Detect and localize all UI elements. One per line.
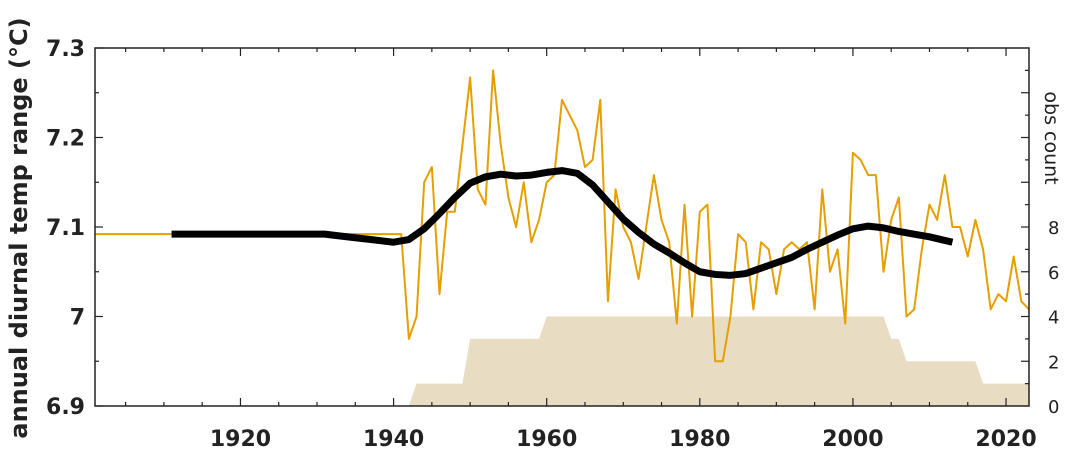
annual-series-layer [95, 69, 1030, 363]
y2-tick-label: 2 [1048, 352, 1059, 373]
ticks-layer [95, 47, 1029, 407]
smooth-series-layer [171, 167, 954, 279]
y-tick-label: 7 [70, 306, 85, 331]
y2-tick-label: 8 [1048, 218, 1059, 239]
y2-tick-label: 0 [1048, 397, 1059, 418]
y-tick-label: 7.2 [46, 127, 85, 152]
y2-tick-label: 6 [1048, 263, 1059, 284]
x-tick-label: 1920 [210, 427, 271, 452]
tick-labels-layer: 1920 1940 1960 1980 2000 2020 6.9 7 7.1 7.2 7.3 0 2 4… [46, 37, 1059, 452]
x-tick-label: 2000 [822, 427, 883, 452]
x-tick-label: 1940 [363, 427, 424, 452]
y2-axis-label: obs count [1040, 91, 1062, 184]
x-tick-label: 1980 [669, 427, 730, 452]
annual-series-line [95, 69, 1030, 363]
y-tick-label: 6.9 [46, 395, 85, 420]
y2-tick-label: 4 [1048, 308, 1059, 329]
smoothed-series-line [171, 167, 954, 279]
x-tick-label: 2020 [975, 427, 1036, 452]
y-axis-label: annual diurnal temp range (°C) [5, 17, 33, 438]
y-tick-label: 7.1 [46, 216, 85, 241]
y-tick-label: 7.3 [46, 37, 85, 62]
x-tick-label: 1960 [516, 427, 577, 452]
